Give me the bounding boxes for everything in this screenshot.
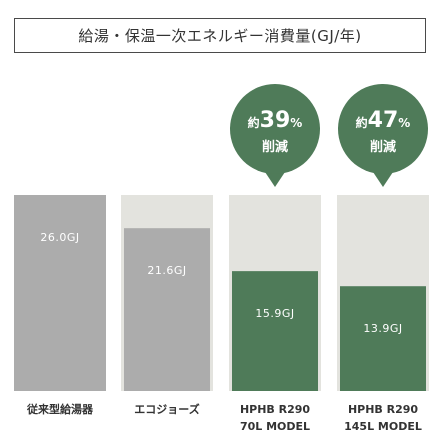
bar-value-label: 21.6GJ bbox=[147, 264, 186, 277]
chart-title: 給湯・保温一次エネルギー消費量(GJ/年) bbox=[14, 18, 426, 53]
category-label: 70L MODEL bbox=[240, 420, 310, 433]
category-label: HPHB R290 bbox=[348, 403, 418, 416]
bar-value-label: 13.9GJ bbox=[363, 322, 402, 335]
category-label: 145L MODEL bbox=[344, 420, 422, 433]
reduction-badge bbox=[230, 84, 320, 174]
category-label: 従来型給湯器 bbox=[26, 402, 94, 416]
category-label: エコジョーズ bbox=[134, 402, 199, 416]
category-label: HPHB R290 bbox=[240, 403, 310, 416]
bar-value-label: 26.0GJ bbox=[40, 231, 79, 244]
reduction-badge bbox=[338, 84, 428, 174]
bar-2 bbox=[232, 271, 318, 391]
bar-0 bbox=[14, 195, 106, 391]
bar-1 bbox=[124, 228, 210, 391]
reduction-label: 削減 bbox=[262, 139, 288, 155]
reduction-percent: 約39% bbox=[248, 108, 303, 133]
bar-value-label: 15.9GJ bbox=[255, 307, 294, 320]
reduction-label: 削減 bbox=[370, 139, 396, 155]
bar-3 bbox=[340, 286, 426, 391]
reduction-percent: 約47% bbox=[356, 108, 411, 133]
